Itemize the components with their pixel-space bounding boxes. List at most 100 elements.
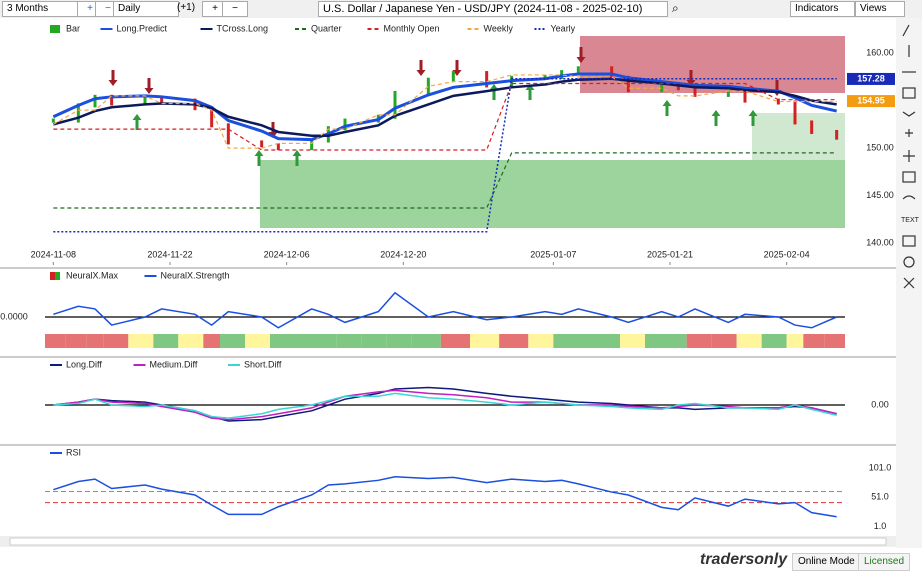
signal-cell — [499, 334, 529, 348]
y-tick-label: 140.00 — [866, 238, 894, 248]
signal-cell — [320, 334, 337, 348]
price-bar — [426, 77, 430, 96]
signal-cell — [570, 334, 595, 348]
legend-label: Quarter — [311, 23, 342, 33]
indicators-button[interactable]: Indicators — [790, 1, 855, 17]
price-bar — [226, 123, 230, 145]
price-bar — [810, 120, 814, 134]
signal-cell — [470, 334, 500, 348]
price-bar — [260, 140, 264, 148]
price-badge — [847, 95, 895, 108]
price-bar — [143, 95, 147, 106]
price-bar — [160, 95, 164, 103]
legend-label: Yearly — [551, 23, 576, 33]
series-line — [53, 152, 837, 209]
series-line — [53, 392, 837, 419]
signal-cell — [786, 334, 804, 348]
offset-minus[interactable]: − — [222, 1, 248, 17]
legend-swatch — [55, 272, 60, 280]
tool-cross[interactable] — [905, 129, 913, 137]
series-line — [53, 386, 837, 422]
signal-cell — [103, 334, 129, 348]
views-button[interactable]: Views — [855, 1, 905, 17]
tool-box[interactable] — [902, 235, 916, 247]
price-bar — [626, 75, 630, 93]
signal-cell — [645, 334, 670, 348]
legend-swatch — [50, 25, 60, 33]
tool-curve[interactable] — [902, 195, 916, 200]
legend-label: Long.Diff — [66, 359, 102, 369]
side-icons — [902, 24, 916, 289]
price-bar — [93, 94, 97, 108]
sell-arrow — [416, 60, 426, 76]
price-bar — [776, 98, 780, 105]
price-badge-label: 157.28 — [857, 73, 885, 83]
x-tick-label: 2024-11-08 — [31, 249, 76, 259]
signal-cell — [761, 334, 787, 348]
buy-arrow — [711, 110, 721, 126]
sell-arrow — [686, 70, 696, 86]
signal-cell — [203, 334, 220, 348]
tool-crosshair[interactable] — [903, 150, 915, 162]
buy-arrow — [525, 84, 535, 100]
tool-line[interactable] — [902, 24, 910, 37]
legend-label: NeuralX.Max — [66, 270, 119, 280]
signal-cell — [736, 334, 762, 348]
tool-circle[interactable] — [903, 256, 915, 268]
y-tick-label: 101.0 — [869, 462, 892, 472]
signal-cell — [220, 334, 245, 348]
y-tick-label: 1.0 — [874, 521, 887, 531]
price-bar — [276, 143, 280, 151]
signal-cell — [86, 334, 104, 348]
price-bar — [110, 94, 114, 106]
signal-cell — [620, 334, 645, 348]
buy-arrow — [489, 84, 499, 100]
signal-cell — [824, 334, 845, 348]
price-badge-label: 154.95 — [857, 95, 885, 105]
buy-arrow — [132, 114, 142, 130]
signal-cell — [45, 334, 66, 348]
signal-cell — [553, 334, 570, 348]
price-bar — [793, 100, 797, 125]
tool-delete[interactable] — [903, 277, 915, 289]
search-button[interactable]: ⌕ — [672, 1, 679, 15]
tool-arrow[interactable] — [902, 111, 916, 117]
x-tick-label: 2025-02-04 — [764, 249, 810, 259]
signal-cell — [711, 334, 737, 348]
tool-rect[interactable] — [902, 87, 916, 99]
series-line — [53, 77, 837, 138]
price-bar — [743, 91, 747, 103]
price-badge — [847, 72, 895, 85]
price-bar — [310, 138, 314, 151]
tool-text[interactable]: TEXT — [901, 217, 920, 224]
scroll-thumb[interactable] — [9, 537, 887, 546]
symbol-box[interactable]: U.S. Dollar / Japanese Yen - USD/JPY (20… — [318, 1, 668, 17]
x-tick-label: 2024-11-22 — [147, 249, 192, 259]
signal-cell — [245, 334, 270, 348]
price-bar — [343, 118, 347, 131]
tool-note[interactable] — [902, 171, 916, 183]
y-tick-label: 145.00 — [866, 190, 894, 200]
signal-cell — [686, 334, 712, 348]
period-select[interactable]: 3 Months — [2, 1, 82, 17]
signal-cell — [336, 334, 362, 348]
sell-arrow — [108, 70, 118, 86]
license-status: Licensed — [858, 553, 911, 571]
x-tick-label: 2024-12-06 — [264, 249, 310, 259]
price-bar — [693, 86, 697, 97]
resistance-zone — [580, 36, 845, 93]
signal-cell — [411, 334, 441, 348]
legend-swatch — [50, 272, 55, 280]
signal-cell — [386, 334, 412, 348]
signal-cell — [270, 334, 295, 348]
offset: (+1) — [177, 2, 196, 13]
price-bar — [393, 91, 397, 119]
interval-select[interactable]: Daily — [113, 1, 179, 17]
x-tick-label: 2025-01-21 — [647, 249, 693, 259]
signal-cell — [295, 334, 320, 348]
signal-cell — [670, 334, 687, 348]
offset-plus[interactable]: + — [202, 1, 228, 17]
support-zone — [260, 160, 845, 228]
price-bar — [660, 83, 664, 93]
legend-label: TCross.Long — [217, 23, 269, 33]
